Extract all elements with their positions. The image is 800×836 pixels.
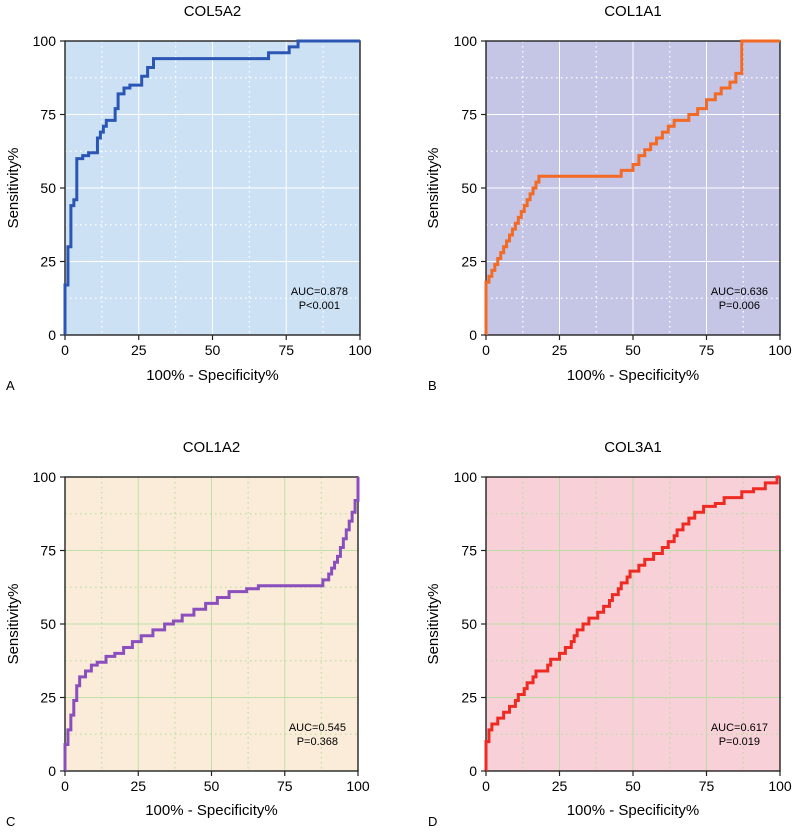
p-value: P<0.001 [299, 300, 340, 312]
p-value: P=0.006 [719, 300, 760, 312]
x-tick-label: 50 [625, 342, 641, 358]
roc-panel-c: 0 25 50 75 100 0 25 50 75 100 COL1A2 100% - Specifi… [5, 439, 370, 829]
y-tick-label: 0 [48, 763, 56, 779]
panel-letter: D [428, 814, 437, 829]
y-tick-label: 75 [461, 543, 477, 559]
x-tick-label: 25 [552, 778, 568, 794]
y-tick-label: 0 [48, 327, 56, 343]
y-tick-label: 75 [461, 107, 477, 123]
x-tick-label: 0 [482, 342, 490, 358]
x-axis-label: 100% - Specificity% [567, 802, 700, 819]
y-tick-label: 50 [40, 616, 56, 632]
panel-letter: C [6, 814, 15, 829]
y-tick-label: 100 [33, 469, 57, 485]
y-tick-label: 50 [40, 180, 56, 196]
x-tick-label: 75 [278, 342, 294, 358]
x-tick-label: 100 [348, 342, 372, 358]
roc-curve [484, 475, 780, 771]
y-tick-label: 0 [469, 327, 477, 343]
chart-title: COL1A1 [604, 3, 662, 20]
x-tick-label: 25 [552, 342, 568, 358]
y-tick-label: 100 [33, 33, 57, 49]
x-tick-label: 75 [699, 778, 715, 794]
roc-curve [484, 39, 780, 335]
auc-value: AUC=0.617 [711, 722, 768, 734]
y-axis-label: Sensitivity% [425, 148, 442, 229]
x-tick-label: 50 [205, 342, 221, 358]
x-tick-label: 50 [625, 778, 641, 794]
roc-panel-d: 0 25 50 75 100 0 25 50 75 100 COL3A1 100% - Specifi… [425, 439, 792, 829]
roc-panel-a: 0 25 50 75 100 0 25 50 75 100 COL5A2 100% - Specifi… [5, 3, 372, 393]
y-tick-label: 25 [461, 690, 477, 706]
p-value: P=0.019 [719, 736, 760, 748]
chart-title: COL1A2 [183, 439, 241, 456]
panel-letter: A [6, 378, 15, 393]
y-tick-label: 100 [454, 469, 478, 485]
roc-curve [63, 477, 360, 771]
y-axis-label: Sensitivity% [5, 148, 22, 229]
chart-title: COL3A1 [604, 439, 662, 456]
x-tick-label: 0 [482, 778, 490, 794]
x-axis-label: 100% - Specificity% [145, 802, 278, 819]
x-axis-label: 100% - Specificity% [567, 367, 700, 384]
y-tick-label: 50 [461, 616, 477, 632]
y-tick-label: 25 [461, 254, 477, 270]
x-tick-label: 100 [346, 778, 370, 794]
y-axis-label: Sensitivity% [5, 584, 22, 665]
x-axis-label: 100% - Specificity% [146, 367, 279, 384]
y-tick-label: 75 [40, 107, 56, 123]
p-value: P=0.368 [297, 736, 338, 748]
x-tick-label: 0 [61, 342, 69, 358]
auc-value: AUC=0.636 [711, 286, 768, 298]
y-tick-label: 25 [40, 690, 56, 706]
y-tick-label: 50 [461, 180, 477, 196]
auc-value: AUC=0.545 [289, 722, 346, 734]
panel-letter: B [428, 378, 437, 393]
y-tick-label: 100 [454, 33, 478, 49]
x-tick-label: 50 [204, 778, 220, 794]
x-tick-label: 100 [768, 342, 792, 358]
x-tick-label: 25 [130, 778, 146, 794]
y-tick-label: 75 [40, 543, 56, 559]
auc-value: AUC=0.878 [291, 286, 348, 298]
x-tick-label: 75 [699, 342, 715, 358]
roc-curve [63, 39, 360, 335]
x-tick-label: 25 [131, 342, 147, 358]
chart-title: COL5A2 [184, 3, 242, 20]
x-tick-label: 75 [277, 778, 293, 794]
y-axis-label: Sensitivity% [425, 584, 442, 665]
y-tick-label: 0 [469, 763, 477, 779]
x-tick-label: 0 [61, 778, 69, 794]
roc-panel-b: 0 25 50 75 100 0 25 50 75 100 COL1A1 100% - Specifi… [425, 3, 792, 393]
x-tick-label: 100 [768, 778, 792, 794]
y-tick-label: 25 [40, 254, 56, 270]
